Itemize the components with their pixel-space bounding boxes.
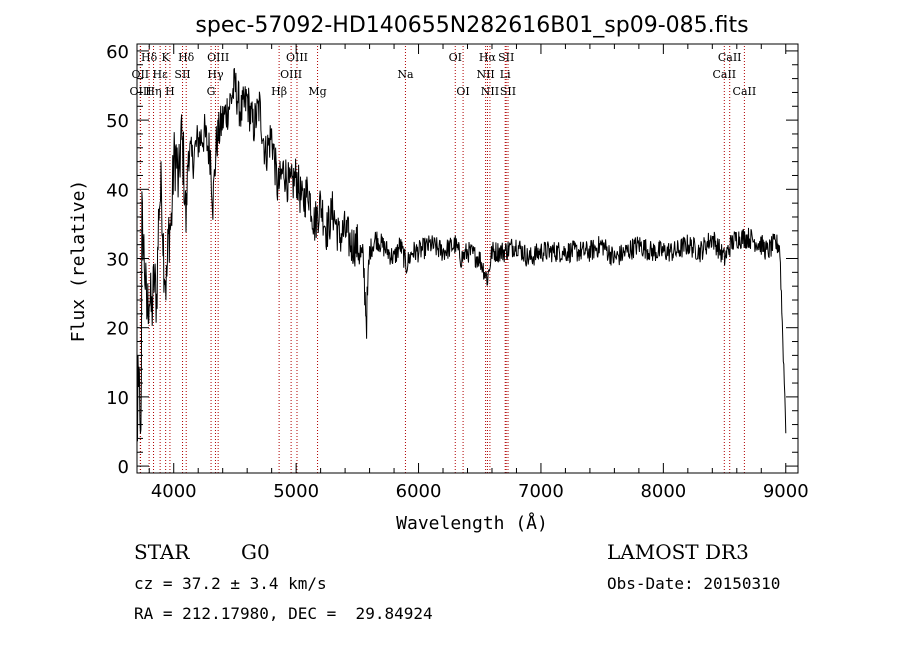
spectral-line-label: Hε <box>152 68 168 81</box>
spectral-line-label: OIII <box>130 85 152 98</box>
spectral-line-label: CaII <box>718 51 742 64</box>
spectral-line-label: OI <box>456 85 469 98</box>
spectral-line-label: OIII <box>286 51 308 64</box>
coordinates: RA = 212.17980, DEC = 29.84924 <box>134 604 433 623</box>
spectral-line-label: OIII <box>207 51 229 64</box>
chart-title: spec-57092-HD140655N282616B01_sp09-085.f… <box>195 13 748 38</box>
redshift-value: cz = 37.2 ± 3.4 km/s <box>134 574 327 593</box>
y-axis-label: Flux (relative) <box>68 180 89 343</box>
spectral-line-label: SII <box>498 51 514 64</box>
spectral-line-label: H <box>165 85 175 98</box>
spectral-line-label: K <box>162 51 171 64</box>
spectral-line-label: CaII <box>733 85 757 98</box>
spectral-line-label: Hγ <box>207 68 224 81</box>
spectral-line-label: SII <box>174 68 190 81</box>
spectral-line-label: Li <box>500 68 511 81</box>
x-axis-label: Wavelength (Å) <box>396 512 548 534</box>
spectral-line-label: Hδ <box>178 51 195 64</box>
spectral-line-label: SII <box>500 85 516 98</box>
y-tick-label: 20 <box>106 319 129 340</box>
spectral-line-label: OI <box>449 51 462 64</box>
y-tick-label: 30 <box>106 250 129 271</box>
spectral-line-label: Hη <box>145 85 161 98</box>
x-tick-label: 4000 <box>151 481 197 502</box>
object-type: STAR <box>134 540 190 564</box>
spectral-line-label: Hδ <box>141 51 158 64</box>
x-tick-label: 7000 <box>518 481 564 502</box>
x-tick-label: 8000 <box>640 481 686 502</box>
spectral-line-label: G <box>207 85 216 98</box>
spectrum-line <box>136 67 787 442</box>
observation-date: Obs-Date: 20150310 <box>607 574 781 593</box>
x-tick-label: 5000 <box>273 481 319 502</box>
spectral-line-label: NII <box>481 85 499 98</box>
spectral-line-label: CaII <box>712 68 736 81</box>
y-tick-label: 40 <box>106 180 129 201</box>
x-tick-label: 6000 <box>396 481 442 502</box>
y-tick-label: 60 <box>106 42 129 63</box>
x-axis-ticks: 4000 5000 6000 7000 8000 9000 <box>148 44 809 502</box>
spectral-line-label: OIII <box>280 68 302 81</box>
spectral-line-label: Na <box>397 68 414 81</box>
y-tick-label: 10 <box>106 388 129 409</box>
spectral-line-label: NII <box>476 68 494 81</box>
spectral-line-label: Hα <box>479 51 497 64</box>
object-subclass: G0 <box>241 540 270 564</box>
y-tick-label: 0 <box>118 457 129 478</box>
survey-name: LAMOST DR3 <box>607 540 749 564</box>
x-tick-label: 9000 <box>763 481 809 502</box>
spectral-line-label: Mg <box>308 85 326 98</box>
spectral-line-label: OII <box>131 68 149 81</box>
y-tick-label: 50 <box>106 111 129 132</box>
spectral-line-label: Hβ <box>271 85 287 98</box>
y-axis-ticks: 0 10 20 30 40 50 60 <box>106 42 798 478</box>
